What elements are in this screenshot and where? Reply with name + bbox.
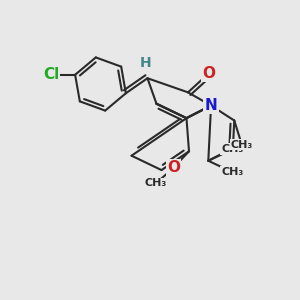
Text: CH₃: CH₃ <box>145 178 167 188</box>
Text: H: H <box>139 56 151 70</box>
Text: N: N <box>205 98 218 113</box>
Text: O: O <box>167 160 180 175</box>
Text: O: O <box>202 66 215 81</box>
Text: CH₃: CH₃ <box>221 167 243 177</box>
Text: CH₃: CH₃ <box>221 144 243 154</box>
Text: CH₃: CH₃ <box>231 140 253 149</box>
Text: Cl: Cl <box>43 67 59 82</box>
